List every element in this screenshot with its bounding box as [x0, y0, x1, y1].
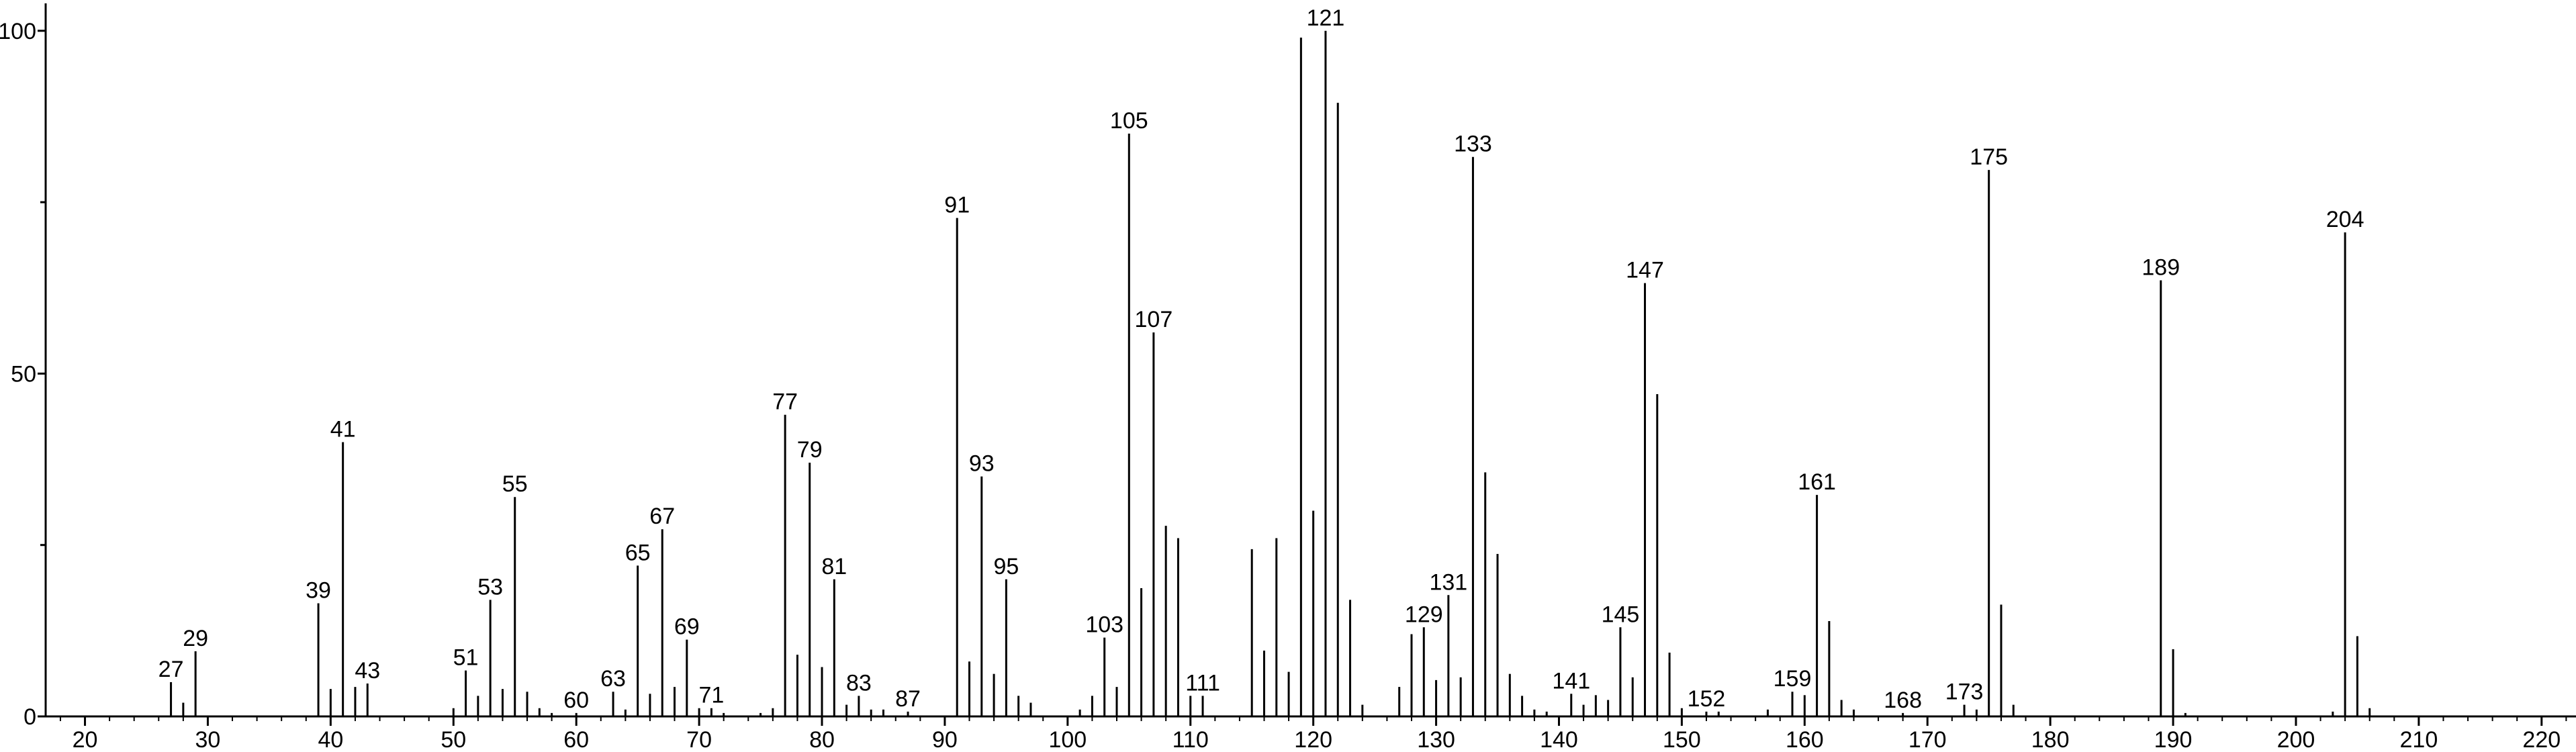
x-tick-label: 130 — [1417, 727, 1455, 752]
x-tick-label: 70 — [686, 727, 712, 752]
x-tick-label: 160 — [1786, 727, 1824, 752]
peak-label: 107 — [1135, 307, 1173, 332]
x-tick-label: 110 — [1172, 727, 1209, 752]
peak-label: 41 — [330, 417, 356, 442]
x-tick-label: 180 — [2031, 727, 2070, 752]
x-tick-label: 30 — [195, 727, 221, 752]
peak-label: 29 — [183, 626, 208, 651]
peak-label: 147 — [1626, 258, 1664, 283]
peak-label: 168 — [1884, 688, 1922, 713]
x-tick-label: 200 — [2277, 727, 2315, 752]
peak-label: 69 — [674, 614, 700, 640]
peak-label: 27 — [158, 657, 184, 682]
peak-label: 133 — [1454, 132, 1492, 157]
x-tick-label: 210 — [2400, 727, 2438, 752]
peak-label: 87 — [895, 686, 921, 712]
y-tick-label: 50 — [11, 361, 36, 387]
peak-label: 159 — [1774, 666, 1812, 692]
peak-label: 63 — [600, 666, 626, 692]
peak-label: 145 — [1602, 602, 1640, 627]
peak-label: 141 — [1552, 668, 1590, 694]
peak-label: 173 — [1945, 679, 1984, 705]
peak-label: 71 — [698, 683, 724, 708]
x-tick-label: 170 — [1908, 727, 1947, 752]
peak-label: 129 — [1405, 602, 1443, 627]
peak-label: 121 — [1307, 5, 1345, 31]
x-tick-label: 150 — [1663, 727, 1701, 752]
peak-label: 65 — [625, 540, 651, 565]
x-tick-label: 120 — [1294, 727, 1332, 752]
x-tick-label: 190 — [2154, 727, 2193, 752]
x-tick-label: 90 — [932, 727, 958, 752]
peak-label: 103 — [1085, 612, 1123, 638]
peak-label: 189 — [2142, 255, 2180, 281]
peak-label: 79 — [797, 437, 823, 463]
peak-label: 55 — [502, 471, 528, 497]
peak-label: 51 — [453, 645, 479, 671]
peak-label: 204 — [2326, 207, 2364, 232]
y-tick-label: 0 — [24, 704, 36, 730]
peak-label: 105 — [1110, 108, 1148, 134]
x-tick-label: 80 — [809, 727, 835, 752]
peak-label: 39 — [306, 578, 331, 604]
peak-label: 161 — [1798, 469, 1836, 495]
x-tick-label: 40 — [318, 727, 343, 752]
x-tick-label: 100 — [1048, 727, 1087, 752]
peak-label: 67 — [649, 504, 675, 529]
peak-label: 81 — [821, 554, 847, 579]
peak-label: 93 — [969, 451, 995, 477]
x-tick-label: 220 — [2522, 727, 2561, 752]
peak-label: 111 — [1185, 670, 1220, 696]
peak-label: 83 — [846, 670, 872, 696]
x-tick-label: 50 — [441, 727, 466, 752]
y-tick-label: 100 — [0, 19, 36, 44]
peak-label: 131 — [1429, 569, 1467, 595]
x-tick-label: 140 — [1540, 727, 1578, 752]
peak-label: 95 — [993, 554, 1019, 579]
peak-label: 43 — [355, 658, 380, 684]
peak-label: 175 — [1970, 144, 2008, 170]
peak-label: 77 — [772, 389, 798, 415]
peak-label: 91 — [944, 193, 970, 218]
x-tick-label: 60 — [563, 727, 589, 752]
x-tick-label: 20 — [73, 727, 98, 752]
peak-label: 60 — [563, 688, 589, 713]
peak-label: 152 — [1688, 686, 1726, 712]
peak-label: 53 — [477, 574, 503, 600]
